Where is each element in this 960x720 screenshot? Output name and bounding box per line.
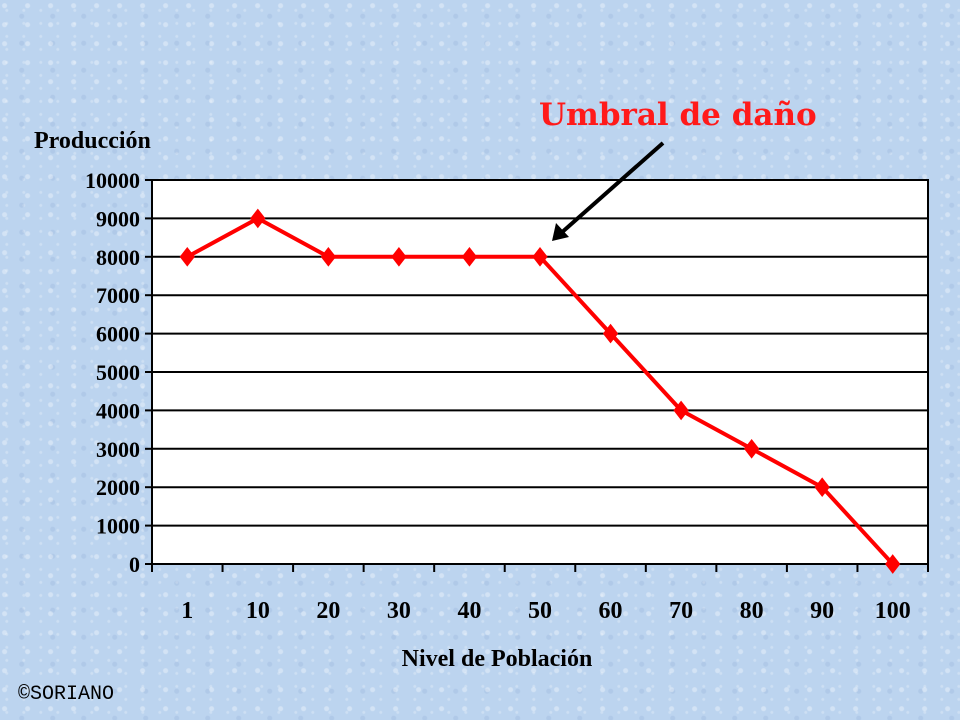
x-axis-ticks xyxy=(151,564,929,572)
x-tick-label: 40 xyxy=(457,598,481,624)
x-tick-label: 80 xyxy=(740,598,764,624)
copyright-text: ©SORIANO xyxy=(18,683,114,706)
x-axis-label: Nivel de Población xyxy=(402,646,593,672)
data-point-marker xyxy=(673,400,689,421)
y-tick-label: 9000 xyxy=(96,206,140,231)
x-tick-label: 70 xyxy=(669,598,693,624)
y-tick-label: 4000 xyxy=(96,398,140,423)
y-axis-label: Producción xyxy=(34,128,151,154)
x-tick-label: 10 xyxy=(246,598,270,624)
data-point-marker xyxy=(744,438,760,459)
y-tick-label: 6000 xyxy=(96,322,140,347)
data-point-marker xyxy=(461,246,478,267)
data-markers xyxy=(179,208,901,574)
data-point-marker xyxy=(391,246,407,267)
x-tick-label: 20 xyxy=(316,598,340,624)
y-tick-label: 2000 xyxy=(96,475,140,500)
data-point-marker xyxy=(814,477,830,498)
y-tick-label: 10000 xyxy=(85,168,140,193)
data-point-marker xyxy=(532,246,548,267)
data-point-marker xyxy=(179,246,195,267)
data-point-marker xyxy=(250,208,266,229)
x-tick-label: 90 xyxy=(810,598,834,624)
y-tick-label: 7000 xyxy=(96,283,140,308)
gridlines xyxy=(145,179,928,565)
x-axis-tick-labels: 1 10 20 30 40 50 60 70 80 90 100 xyxy=(181,598,910,624)
data-point-marker xyxy=(885,554,901,574)
x-tick-label: 1 xyxy=(181,598,193,624)
x-tick-label: 50 xyxy=(528,598,552,624)
data-point-marker xyxy=(602,323,619,344)
x-tick-label: 60 xyxy=(599,598,623,624)
y-tick-label: 8000 xyxy=(96,245,140,270)
annotation-label: Umbral de daño xyxy=(539,97,817,133)
x-tick-label: 100 xyxy=(875,598,911,624)
y-axis-tick-labels: 0 1000 2000 3000 4000 5000 6000 7000 8000 9000 100… xyxy=(85,168,140,577)
annotation-arrow xyxy=(552,141,665,241)
x-tick-label: 30 xyxy=(387,598,411,624)
y-tick-label: 5000 xyxy=(96,360,140,385)
data-point-marker xyxy=(320,246,336,267)
y-tick-label: 3000 xyxy=(96,437,140,462)
y-tick-label: 1000 xyxy=(96,514,140,539)
y-tick-label: 0 xyxy=(129,552,140,577)
